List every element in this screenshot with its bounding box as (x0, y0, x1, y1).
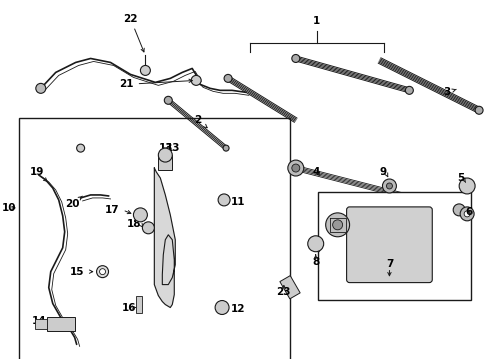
Circle shape (291, 164, 299, 172)
Text: 18: 18 (127, 219, 142, 229)
Circle shape (458, 178, 474, 194)
Text: 16: 16 (122, 302, 136, 312)
Circle shape (307, 236, 323, 252)
Circle shape (405, 86, 412, 94)
Text: 9: 9 (379, 167, 386, 177)
Circle shape (463, 211, 469, 217)
Bar (47, 318, 75, 332)
Circle shape (158, 148, 172, 162)
Circle shape (96, 266, 108, 278)
Circle shape (382, 179, 396, 193)
Circle shape (77, 144, 84, 152)
Bar (136, 296, 142, 314)
FancyBboxPatch shape (346, 207, 431, 283)
Text: 20: 20 (65, 196, 82, 209)
Circle shape (192, 76, 200, 84)
Text: 6: 6 (464, 207, 471, 217)
Bar (158, 155, 172, 170)
Circle shape (291, 54, 299, 62)
Text: 11: 11 (230, 197, 245, 207)
Text: 13: 13 (166, 143, 181, 153)
Text: 21: 21 (119, 79, 192, 89)
Text: 7: 7 (385, 259, 392, 269)
Circle shape (36, 84, 46, 93)
Text: 10: 10 (1, 203, 16, 213)
Bar (19, 118, 289, 360)
Text: 2: 2 (194, 115, 207, 128)
Bar (317, 192, 470, 300)
Circle shape (133, 208, 147, 222)
Circle shape (224, 75, 232, 82)
Text: 1: 1 (312, 15, 320, 26)
Text: 14: 14 (31, 316, 46, 327)
Text: 12: 12 (230, 305, 245, 315)
Circle shape (223, 145, 228, 151)
Text: 23: 23 (276, 287, 290, 297)
Circle shape (474, 106, 482, 114)
Circle shape (452, 204, 464, 216)
Text: 8: 8 (311, 257, 319, 267)
Circle shape (142, 222, 154, 234)
Polygon shape (154, 168, 175, 307)
Circle shape (140, 66, 150, 75)
Bar (279, 276, 300, 299)
Text: 5: 5 (457, 173, 464, 183)
Circle shape (218, 194, 229, 206)
Text: 3: 3 (443, 87, 455, 97)
Text: 15: 15 (69, 267, 84, 276)
Circle shape (100, 269, 105, 275)
Bar (35, 319, 47, 329)
Text: 22: 22 (123, 14, 144, 52)
Circle shape (287, 160, 303, 176)
Circle shape (164, 96, 172, 104)
Circle shape (459, 207, 473, 221)
Text: 4: 4 (311, 167, 319, 177)
Circle shape (325, 213, 349, 237)
Circle shape (386, 183, 392, 189)
Text: 19: 19 (30, 167, 47, 182)
Circle shape (332, 220, 342, 230)
Text: 17: 17 (105, 205, 120, 215)
Text: 13: 13 (159, 143, 173, 153)
Circle shape (215, 301, 228, 315)
Circle shape (191, 75, 201, 85)
